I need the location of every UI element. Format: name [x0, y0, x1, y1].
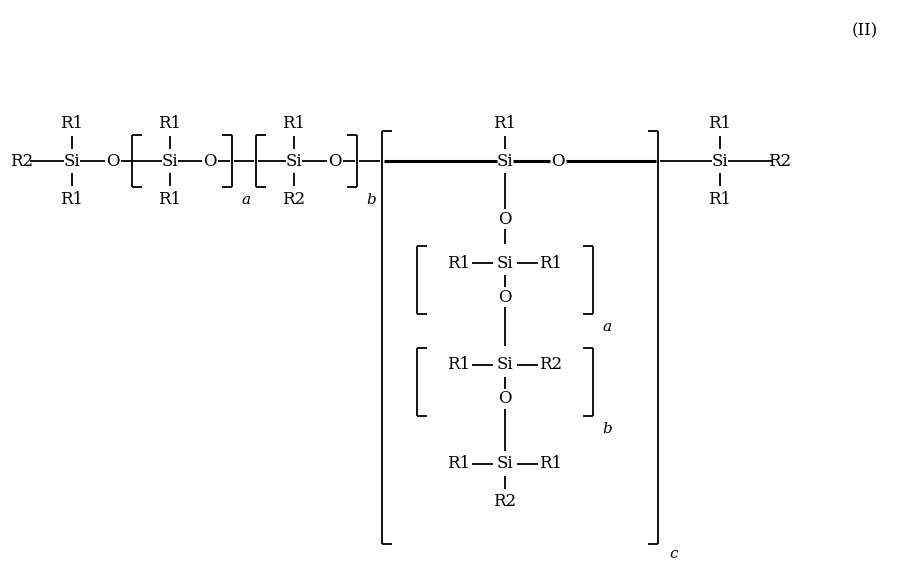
Text: R1: R1: [60, 191, 84, 207]
Text: R1: R1: [447, 255, 471, 271]
Text: a: a: [603, 320, 612, 334]
Text: R1: R1: [158, 115, 181, 131]
Text: Si: Si: [497, 255, 514, 271]
Text: R1: R1: [158, 191, 181, 207]
Text: R2: R2: [493, 494, 516, 510]
Text: O: O: [203, 153, 216, 169]
Text: R1: R1: [540, 255, 562, 271]
Text: R2: R2: [283, 191, 305, 207]
Text: Si: Si: [64, 153, 80, 169]
Text: O: O: [498, 391, 512, 407]
Text: R1: R1: [709, 191, 732, 207]
Text: Si: Si: [712, 153, 728, 169]
Text: R1: R1: [493, 115, 516, 131]
Text: R1: R1: [60, 115, 84, 131]
Text: R1: R1: [540, 456, 562, 472]
Text: Si: Si: [497, 456, 514, 472]
Text: Si: Si: [286, 153, 303, 169]
Text: Si: Si: [162, 153, 179, 169]
Text: R1: R1: [447, 357, 471, 373]
Text: R2: R2: [540, 357, 562, 373]
Text: O: O: [106, 153, 119, 169]
Text: R1: R1: [283, 115, 305, 131]
Text: R2: R2: [11, 153, 33, 169]
Text: O: O: [498, 210, 512, 228]
Text: Si: Si: [497, 153, 514, 169]
Text: R2: R2: [769, 153, 791, 169]
Text: Si: Si: [497, 357, 514, 373]
Text: O: O: [498, 289, 512, 305]
Text: (II): (II): [852, 22, 878, 40]
Text: c: c: [670, 547, 678, 561]
Text: R1: R1: [709, 115, 732, 131]
Text: b: b: [366, 193, 376, 207]
Text: O: O: [329, 153, 342, 169]
Text: R1: R1: [447, 456, 471, 472]
Text: b: b: [603, 422, 612, 436]
Text: O: O: [551, 153, 565, 169]
Text: a: a: [242, 193, 251, 207]
